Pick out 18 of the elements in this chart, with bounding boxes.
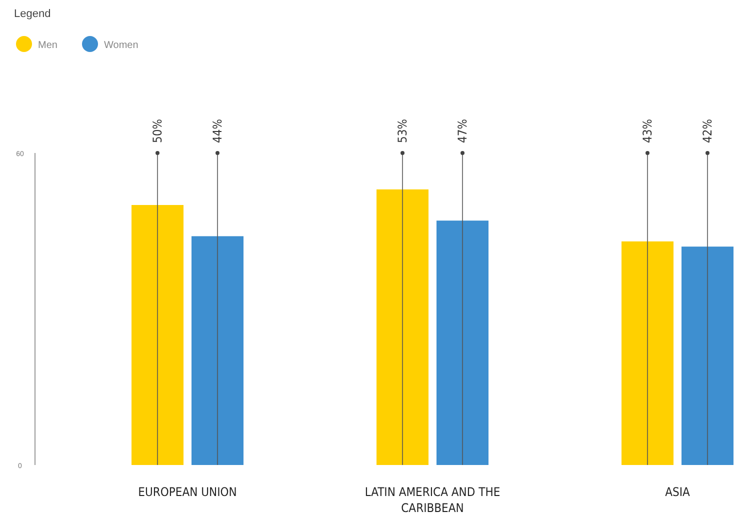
data-label: 47%	[456, 119, 470, 143]
data-label: 42%	[700, 119, 714, 143]
bar	[436, 220, 488, 465]
x-tick-label: EUROPEAN UNION	[138, 485, 237, 499]
x-tick-label: LATIN AMERICA AND THE CARIBBEAN	[364, 485, 500, 515]
data-label: 44%	[210, 119, 224, 143]
legend-label: Women	[104, 40, 138, 51]
bar	[622, 241, 674, 465]
legend-title: Legend	[14, 8, 51, 20]
bar	[132, 205, 184, 465]
x-tick-label: ASIA	[665, 485, 691, 499]
data-label: 53%	[396, 119, 410, 143]
bar	[376, 189, 428, 465]
data-label: 43%	[640, 119, 654, 143]
legend-label: Men	[38, 40, 58, 51]
data-label: 50%	[150, 119, 164, 143]
bar	[682, 246, 734, 465]
bar	[192, 236, 244, 465]
